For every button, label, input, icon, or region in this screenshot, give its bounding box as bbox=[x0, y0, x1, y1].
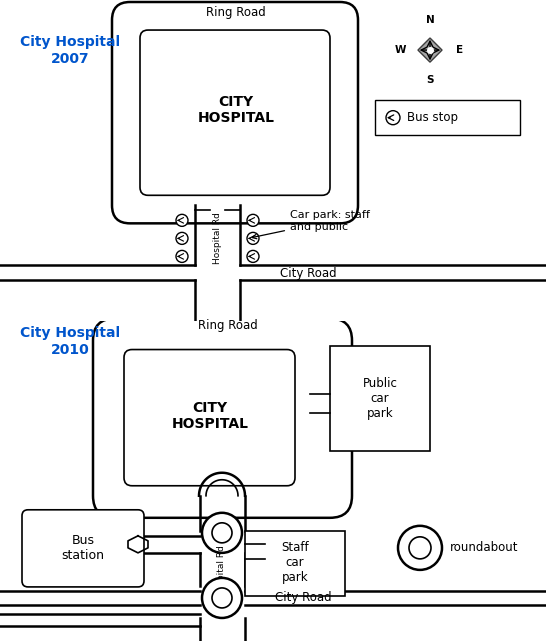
Text: Hospital Rd: Hospital Rd bbox=[217, 545, 227, 597]
Text: S: S bbox=[426, 75, 434, 85]
Text: Ring Road: Ring Road bbox=[206, 6, 266, 19]
Text: Ring Road: Ring Road bbox=[198, 319, 258, 332]
Text: E: E bbox=[456, 45, 464, 55]
Bar bbox=[330, 345, 430, 451]
Text: City Hospital
2007: City Hospital 2007 bbox=[20, 35, 120, 67]
Bar bbox=[375, 100, 520, 135]
Circle shape bbox=[386, 111, 400, 125]
Text: Bus
station: Bus station bbox=[62, 534, 104, 562]
Circle shape bbox=[202, 578, 242, 618]
FancyBboxPatch shape bbox=[140, 30, 330, 196]
Circle shape bbox=[398, 526, 442, 570]
Circle shape bbox=[202, 513, 242, 553]
FancyBboxPatch shape bbox=[112, 2, 358, 223]
Circle shape bbox=[247, 214, 259, 226]
Text: City Road: City Road bbox=[280, 267, 337, 280]
Text: City Road: City Road bbox=[275, 592, 331, 604]
Bar bbox=[245, 531, 345, 596]
Text: Staff
car
park: Staff car park bbox=[281, 542, 309, 585]
Text: CITY
HOSPITAL: CITY HOSPITAL bbox=[198, 95, 275, 125]
FancyBboxPatch shape bbox=[22, 510, 144, 587]
Text: roundabout: roundabout bbox=[450, 542, 519, 554]
Text: N: N bbox=[426, 15, 435, 25]
Circle shape bbox=[409, 537, 431, 559]
Circle shape bbox=[247, 233, 259, 244]
Text: City Hospital
2010: City Hospital 2010 bbox=[20, 326, 120, 357]
Circle shape bbox=[247, 251, 259, 262]
Circle shape bbox=[212, 588, 232, 608]
Circle shape bbox=[212, 523, 232, 543]
Text: W: W bbox=[394, 45, 406, 55]
Circle shape bbox=[176, 251, 188, 262]
Polygon shape bbox=[418, 38, 442, 62]
FancyBboxPatch shape bbox=[124, 349, 295, 486]
Text: Public
car
park: Public car park bbox=[363, 377, 397, 420]
Circle shape bbox=[176, 214, 188, 226]
Text: Hospital Rd: Hospital Rd bbox=[213, 212, 223, 264]
FancyBboxPatch shape bbox=[93, 319, 352, 518]
Text: Bus stop: Bus stop bbox=[407, 111, 458, 124]
Circle shape bbox=[176, 233, 188, 244]
Text: CITY
HOSPITAL: CITY HOSPITAL bbox=[171, 401, 248, 431]
Text: Car park: staff
and public: Car park: staff and public bbox=[252, 210, 370, 238]
